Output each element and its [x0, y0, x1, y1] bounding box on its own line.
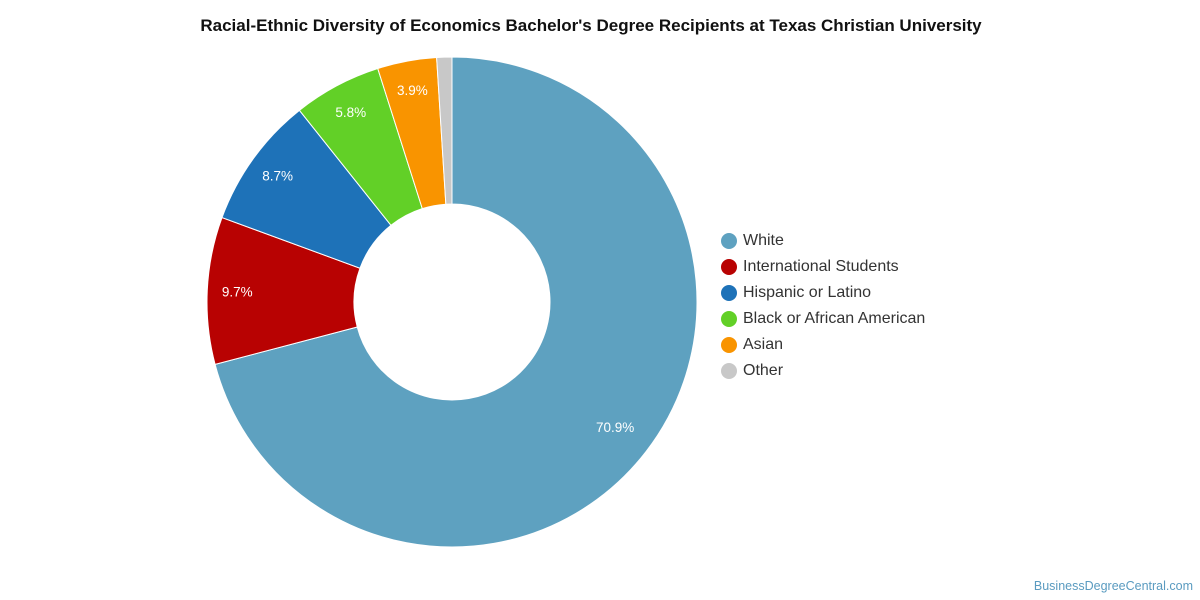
- legend-label: International Students: [743, 258, 899, 275]
- legend-item[interactable]: International Students: [721, 254, 925, 280]
- legend-label: Other: [743, 362, 784, 379]
- legend-item[interactable]: Black or African American: [721, 306, 925, 332]
- slice-label: 8.7%: [262, 169, 293, 184]
- legend-label: Asian: [743, 336, 784, 353]
- legend-marker: [721, 233, 737, 249]
- chart-title: Racial-Ethnic Diversity of Economics Bac…: [200, 16, 982, 35]
- legend-label: Hispanic or Latino: [743, 284, 872, 301]
- legend-marker: [721, 363, 737, 379]
- source-watermark[interactable]: BusinessDegreeCentral.com: [1033, 579, 1193, 593]
- legend: White International Students Hispanic or L…: [721, 228, 925, 384]
- legend-marker: [721, 311, 737, 327]
- legend-item[interactable]: White: [721, 228, 925, 254]
- legend-item[interactable]: Asian: [721, 332, 925, 358]
- legend-marker: [721, 285, 737, 301]
- legend-label: White: [743, 232, 784, 249]
- legend-item[interactable]: Other: [721, 358, 925, 384]
- legend-label: Black or African American: [743, 310, 926, 327]
- legend-item[interactable]: Hispanic or Latino: [721, 280, 925, 306]
- donut-slice-other[interactable]: [436, 56, 453, 205]
- legend-marker: [721, 259, 737, 275]
- slice-label: 3.9%: [397, 83, 428, 98]
- legend-marker: [721, 337, 737, 353]
- donut-slice-white[interactable]: [214, 56, 698, 548]
- slice-label: 9.7%: [222, 284, 253, 299]
- slice-label: 70.9%: [596, 420, 634, 435]
- slice-label: 5.8%: [335, 105, 366, 120]
